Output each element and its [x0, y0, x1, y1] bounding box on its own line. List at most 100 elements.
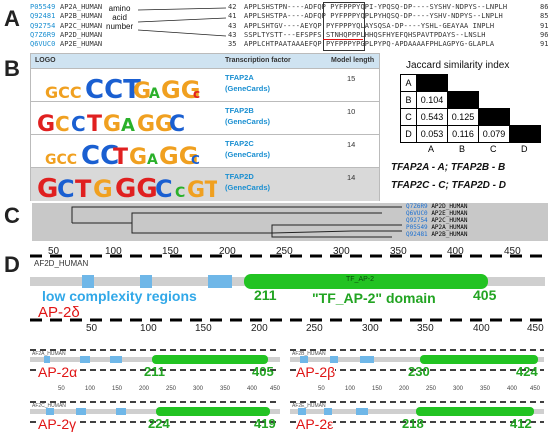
- svg-text:GG: GG: [115, 174, 158, 200]
- svg-text:C: C: [169, 112, 185, 134]
- amino-acid-number-note: amino acid number: [104, 4, 136, 31]
- jaccard-key-line: TFAP2A - A; TFAP2B - B: [391, 162, 506, 173]
- genecards-link[interactable]: (GeneCards): [225, 84, 271, 93]
- svg-text:GCC: GCC: [45, 83, 82, 101]
- tick-label: 100: [140, 323, 157, 334]
- small-tick: 400: [507, 386, 518, 392]
- seq-start: 42: [228, 3, 237, 11]
- seq-start: 35: [228, 40, 237, 49]
- jaccard-key-line: TFAP2C - C; TFAP2D - D: [391, 180, 507, 191]
- small-track-label: AF2E_HUMAN: [292, 403, 326, 409]
- seq-end: 86: [540, 3, 549, 11]
- note-line: amino: [108, 4, 131, 13]
- protein-label-big: AP-2δ: [38, 304, 80, 321]
- row-label-a: A: [400, 74, 417, 92]
- lcr-caption: low complexity regions: [42, 288, 197, 304]
- svg-text:CC: CC: [81, 141, 119, 167]
- accession: Q7Z6R9: [30, 30, 56, 39]
- alpha-end: 405: [252, 364, 274, 379]
- domain-end: 405: [473, 287, 497, 303]
- panel-label-d: D: [4, 252, 20, 277]
- small-tick: 400: [247, 386, 258, 392]
- tree-leaf: Q7Z6R9 AP2D_HUMAN: [406, 203, 468, 210]
- tf-label[interactable]: TFAP2D: [225, 172, 254, 181]
- svg-text:G: G: [93, 175, 113, 200]
- panel-label-c: C: [4, 203, 20, 228]
- small-tick: 250: [426, 386, 437, 392]
- row-label-d: D: [400, 125, 417, 143]
- phylogenetic-tree: Q7Z6R9 AP2D_HUMAN Q6VUC0 AP2E_HUMAN Q927…: [32, 203, 548, 241]
- domain-caption: "TF_AP-2" domain: [312, 290, 436, 306]
- protein-label-gamma: AP-2γ: [38, 416, 77, 432]
- tick-label: 200: [251, 323, 268, 334]
- model-length: 15: [347, 74, 356, 83]
- accession: Q92754: [30, 21, 56, 30]
- table-row: G C C T G A GG C TFAP2B (GeneCards) 10: [31, 101, 379, 135]
- epsilon-start: 218: [402, 416, 424, 431]
- genecards-link[interactable]: (GeneCards): [225, 150, 271, 159]
- small-tick-row: 50 100 150 200 250 300 350 400 450 50 10…: [30, 386, 546, 396]
- motif-box: [323, 2, 365, 51]
- small-tick: 250: [166, 386, 177, 392]
- tick-label: 200: [219, 246, 236, 257]
- svg-text:G: G: [37, 112, 55, 134]
- tree-leaf: Q92754 AP2C_HUMAN: [406, 217, 468, 224]
- tree-leaf: Q92481 AP2B_HUMAN: [406, 231, 468, 238]
- tick-label: 400: [447, 246, 464, 257]
- col-label-d: D: [521, 144, 528, 154]
- tick-label: 250: [306, 323, 323, 334]
- tick-label: 150: [195, 323, 212, 334]
- diag-cell: [509, 125, 541, 143]
- protein-name: AP2C_HUMAN: [60, 21, 103, 30]
- svg-text:C: C: [71, 112, 86, 134]
- tf-name[interactable]: TFAP2D (GeneCards): [225, 171, 270, 193]
- svg-text:GG: GG: [137, 112, 173, 134]
- tf-label[interactable]: TFAP2B: [225, 106, 254, 115]
- table-header: LOGO Transcription factor Model length: [31, 54, 379, 68]
- domain-label: TF_AP-2: [346, 276, 375, 283]
- tick-label: 350: [417, 323, 434, 334]
- tf-label[interactable]: TFAP2A: [225, 73, 254, 82]
- seq-text: APPLSHSTPA----ADFQP PYFPPPYQPLPYHQSQ-DP-…: [244, 12, 503, 21]
- tf-name[interactable]: TFAP2B (GeneCards): [225, 105, 270, 127]
- small-tick: 350: [220, 386, 231, 392]
- table-row: G C T G GG C C GT TFAP2D (GeneCards) 14: [31, 167, 379, 201]
- small-tick: 450: [530, 386, 541, 392]
- motif-underline: [323, 39, 363, 40]
- small-tick: 100: [345, 386, 356, 392]
- motif-table: LOGO Transcription factor Model length G…: [30, 53, 380, 201]
- tree-leaves: Q7Z6R9 AP2D_HUMAN Q6VUC0 AP2E_HUMAN Q927…: [406, 203, 467, 238]
- svg-text:G: G: [103, 112, 121, 134]
- cell-da: 0.053: [416, 125, 448, 143]
- protein-name: AP2D_HUMAN: [60, 30, 103, 39]
- svg-text:A: A: [147, 152, 158, 167]
- protein-label-alpha: AP-2α: [38, 364, 78, 380]
- genecards-link[interactable]: (GeneCards): [225, 183, 271, 192]
- accession: Q92481: [30, 12, 56, 21]
- header-model-length: Model length: [331, 57, 375, 64]
- sequence-logo: G C T G GG C C GT: [37, 174, 217, 200]
- svg-text:A: A: [149, 86, 160, 101]
- tf-name[interactable]: TFAP2A (GeneCards): [225, 72, 270, 94]
- small-tick: 50: [58, 386, 65, 392]
- genecards-link[interactable]: (GeneCards): [225, 117, 271, 126]
- protein-label-epsilon: AP-2ε: [296, 416, 334, 432]
- jaccard-matrix: A B C D 0.104 0.543 0.125 0.053 0.116 0.…: [400, 74, 550, 154]
- small-tick: 300: [453, 386, 464, 392]
- cell-cb: 0.125: [447, 108, 479, 126]
- tick-label: 350: [390, 246, 407, 257]
- small-tick: 200: [139, 386, 150, 392]
- tick-label: 150: [162, 246, 179, 257]
- tf-name[interactable]: TFAP2C (GeneCards): [225, 138, 270, 160]
- cell-db: 0.116: [447, 125, 479, 143]
- panel-label-b: B: [4, 56, 20, 81]
- sequence-logo: GCC CCT G A GG c: [45, 75, 200, 101]
- cell-dc: 0.079: [478, 125, 510, 143]
- beta-end: 424: [516, 364, 538, 379]
- header-logo: LOGO: [35, 57, 56, 64]
- small-tick: 150: [372, 386, 383, 392]
- svg-text:C: C: [55, 112, 70, 134]
- cell-ba: 0.104: [416, 91, 448, 109]
- table-row: GCC CC T G A GG C TFAP2C (GeneCards) 14: [31, 134, 379, 168]
- tf-label[interactable]: TFAP2C: [225, 139, 254, 148]
